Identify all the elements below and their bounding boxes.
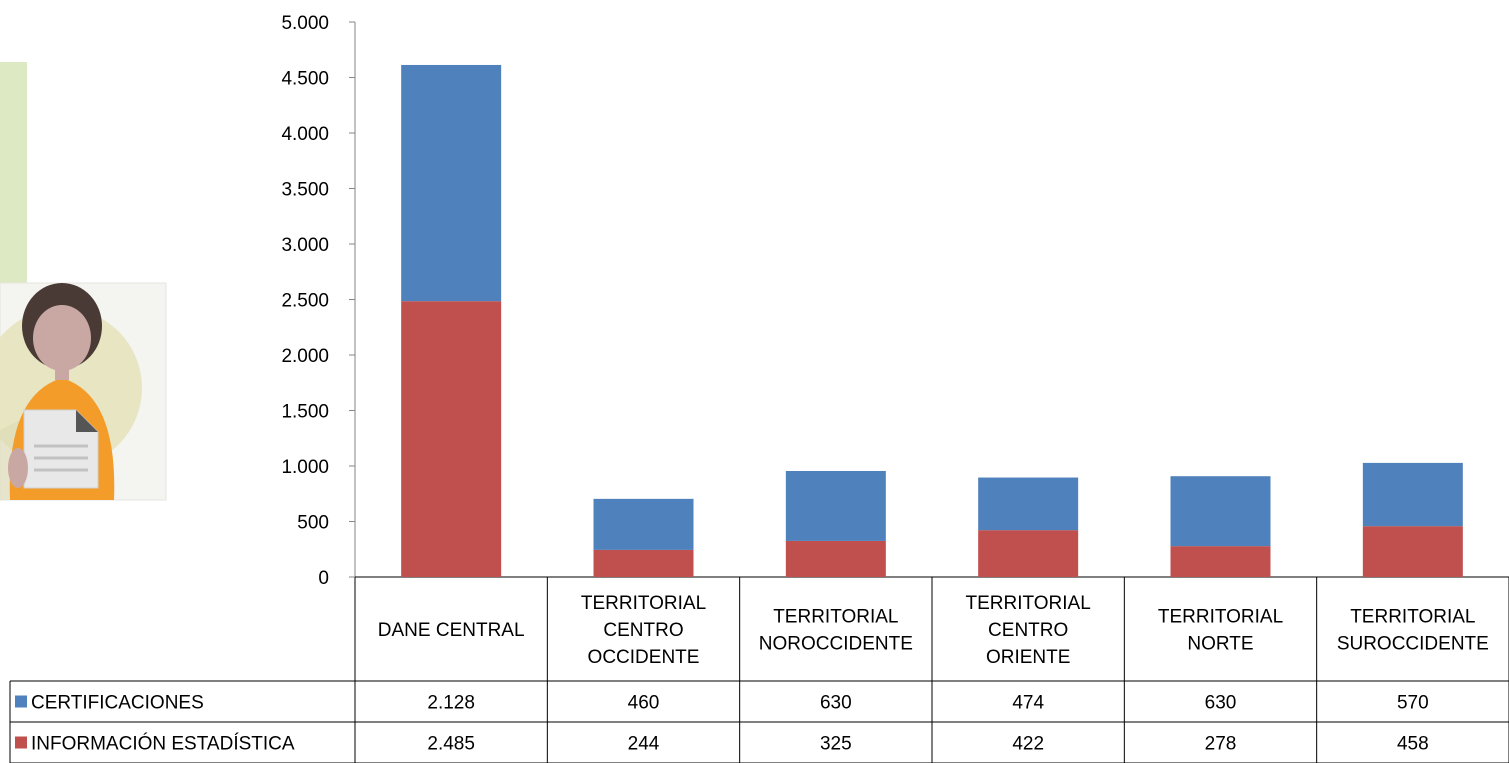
bar-informaci-n-estad-stica-3	[978, 530, 1079, 577]
y-tick-label: 4.500	[281, 69, 329, 90]
bar-certificaciones-1	[593, 498, 694, 550]
category-label: TERRITORIAL	[1350, 607, 1475, 628]
table-cell-value: 278	[1205, 734, 1237, 755]
data-table: CERTIFICACIONES 2.128 460 630 474 630 570 INFOR…	[9, 680, 1509, 763]
table-cell-value: 474	[1012, 693, 1044, 714]
y-tick-label: 500	[297, 513, 329, 534]
y-tick-label: 3.500	[281, 180, 329, 201]
category-label: OCCIDENTE	[588, 647, 700, 668]
y-axis-ticks: 0 500 1.000 1.500 2.000 2.500 3.000 3.500 4.000 4…	[281, 13, 355, 589]
legend-key	[15, 736, 27, 749]
legend-key	[15, 695, 27, 708]
bar-informaci-n-estad-stica-0	[401, 301, 502, 577]
table-cell-value: 630	[820, 693, 852, 714]
y-tick-label: 1.000	[281, 457, 329, 478]
category-label: TERRITORIAL	[966, 593, 1091, 614]
category-label: CENTRO	[988, 620, 1068, 641]
bars	[401, 64, 1463, 577]
category-label: ORIENTE	[986, 647, 1070, 668]
bar-informaci-n-estad-stica-1	[593, 549, 694, 577]
category-label: SUROCCIDENTE	[1337, 634, 1489, 655]
legend-label: INFORMACIÓN ESTADÍSTICA	[31, 733, 295, 755]
bar-informaci-n-estad-stica-2	[785, 540, 886, 577]
axes	[354, 22, 1509, 763]
table-cell-value: 458	[1397, 734, 1429, 755]
category-label: TERRITORIAL	[581, 593, 706, 614]
table-cell-value: 2.128	[427, 693, 475, 714]
table-cell-value: 570	[1397, 693, 1429, 714]
table-cell-value: 244	[628, 734, 660, 755]
y-tick-label: 0	[318, 568, 329, 589]
bar-certificaciones-5	[1362, 462, 1463, 527]
table-cell-value: 2.485	[427, 734, 475, 755]
y-tick-label: 2.000	[281, 346, 329, 367]
category-label: CENTRO	[603, 620, 683, 641]
bar-informaci-n-estad-stica-5	[1362, 526, 1463, 577]
category-label: TERRITORIAL	[773, 607, 898, 628]
category-label: DANE CENTRAL	[378, 620, 525, 641]
person-with-document-icon	[0, 62, 167, 501]
category-labels: DANE CENTRAL TERRITORIAL CENTRO OCCIDENTE TE…	[378, 593, 1489, 668]
bar-certificaciones-4	[1170, 476, 1271, 547]
bar-certificaciones-0	[401, 64, 502, 302]
y-tick-label: 4.000	[281, 124, 329, 145]
y-tick-label: 1.500	[281, 402, 329, 423]
legend-label: CERTIFICACIONES	[31, 693, 204, 714]
category-label: NORTE	[1187, 634, 1253, 655]
table-cell-value: 630	[1205, 693, 1237, 714]
table-cell-value: 422	[1012, 734, 1044, 755]
y-tick-label: 3.000	[281, 235, 329, 256]
bar-informaci-n-estad-stica-4	[1170, 546, 1271, 577]
table-cell-value: 460	[628, 693, 660, 714]
category-label: TERRITORIAL	[1158, 607, 1283, 628]
table-cell-value: 325	[820, 734, 852, 755]
bar-certificaciones-2	[785, 470, 886, 541]
y-tick-label: 5.000	[281, 13, 329, 34]
bar-certificaciones-3	[978, 477, 1079, 531]
category-label: NOROCCIDENTE	[759, 634, 913, 655]
y-tick-label: 2.500	[281, 291, 329, 312]
